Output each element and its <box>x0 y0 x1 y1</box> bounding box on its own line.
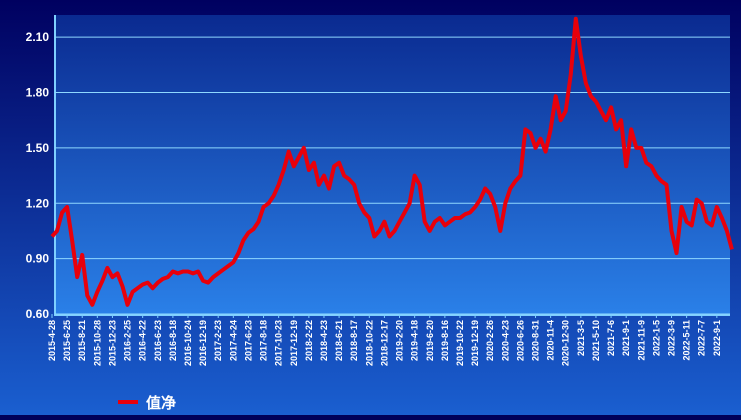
x-tick-label: 2015-12-23 <box>107 320 117 366</box>
x-tick-label: 2019-12-19 <box>470 320 480 366</box>
x-tick-label: 2016-12-19 <box>198 320 208 366</box>
x-tick-label: 2018-4-23 <box>319 320 329 361</box>
x-tick-label: 2017-10-23 <box>274 320 284 366</box>
x-tick-label: 2020-6-26 <box>515 320 525 361</box>
x-tick-label: 2022-7-7 <box>697 320 707 356</box>
x-tick-label: 2022-5-11 <box>682 320 692 361</box>
x-tick-label: 2015-10-28 <box>92 320 102 366</box>
x-tick-label: 2017-6-23 <box>243 320 253 361</box>
x-tick-label: 2022-3-9 <box>667 320 677 356</box>
x-tick-label: 2021-9-1 <box>621 320 631 356</box>
x-tick-label: 2018-10-22 <box>364 320 374 366</box>
x-tick-label: 2020-8-31 <box>531 320 541 361</box>
x-tick-label: 2018-8-17 <box>349 320 359 361</box>
x-tick-label: 2017-2-23 <box>213 320 223 361</box>
y-tick-label: 0.90 <box>26 252 50 266</box>
x-tick-label: 2016-6-23 <box>153 320 163 361</box>
y-tick-label: 1.80 <box>26 86 50 100</box>
x-tick-label: 2020-12-30 <box>561 320 571 366</box>
y-tick-label: 0.60 <box>26 307 50 321</box>
x-tick-label: 2019-6-20 <box>425 320 435 361</box>
x-tick-label: 2017-4-24 <box>228 320 238 361</box>
x-tick-label: 2020-11-4 <box>546 320 556 361</box>
x-tick-label: 2020-2-26 <box>485 320 495 361</box>
x-tick-label: 2019-10-22 <box>455 320 465 366</box>
x-tick-label: 2019-2-20 <box>395 320 405 361</box>
y-tick-label: 1.50 <box>26 141 50 155</box>
data-line <box>50 16 734 307</box>
x-tick-label: 2022-9-1 <box>712 320 722 356</box>
x-tick-label: 2021-11-9 <box>636 320 646 361</box>
x-tick-label: 2016-8-18 <box>168 320 178 361</box>
x-tick-label: 2020-4-23 <box>500 320 510 361</box>
y-tick-label: 1.20 <box>26 196 50 210</box>
x-tick-label: 2016-10-24 <box>183 320 193 366</box>
y-tick-label: 2.10 <box>26 30 50 44</box>
legend-label: 值净 <box>146 394 176 412</box>
x-tick-label: 2015-6-25 <box>62 320 72 361</box>
x-tick-label: 2015-4-28 <box>47 320 57 361</box>
plot-area <box>55 15 730 314</box>
x-tick-label: 2021-3-5 <box>576 320 586 356</box>
x-tick-label: 2016-2-25 <box>123 320 133 361</box>
x-tick-label: 2015-8-21 <box>77 320 87 361</box>
x-tick-label: 2021-7-6 <box>606 320 616 356</box>
x-tick-label: 2018-2-22 <box>304 320 314 361</box>
x-tick-label: 2016-4-22 <box>138 320 148 361</box>
x-tick-label: 2019-8-16 <box>440 320 450 361</box>
x-tick-label: 2018-6-21 <box>334 320 344 361</box>
x-tick-label: 2018-12-17 <box>379 320 389 366</box>
x-tick-label: 2022-1-5 <box>651 320 661 356</box>
x-tick-label: 2021-5-10 <box>591 320 601 361</box>
x-tick-label: 2017-8-18 <box>259 320 269 361</box>
x-tick-label: 2019-4-18 <box>410 320 420 361</box>
x-tick-label: 2017-12-19 <box>289 320 299 366</box>
